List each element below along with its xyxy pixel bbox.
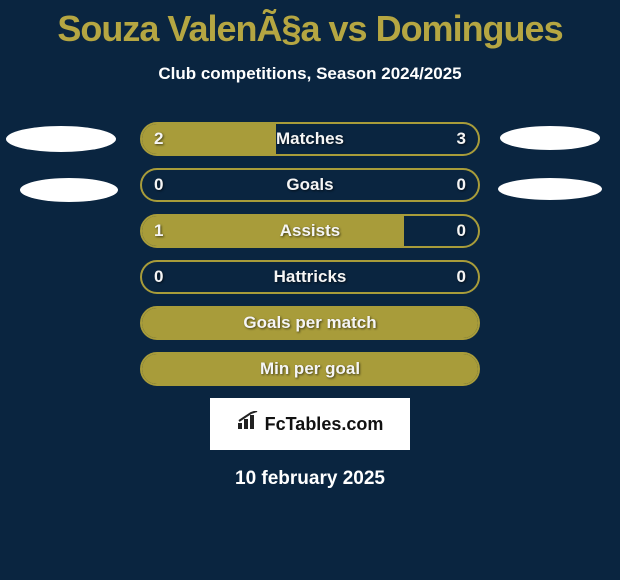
page-title: Souza ValenÃ§a vs Domingues xyxy=(0,8,620,50)
stat-value-left: 0 xyxy=(154,260,163,294)
stat-value-right: 0 xyxy=(457,168,466,202)
stat-row: Matches2 3 xyxy=(140,122,480,156)
stats-area: Matches23Goals00Assists10Hattricks00Goal… xyxy=(0,122,620,386)
stat-label: Min per goal xyxy=(140,352,480,386)
stat-row: Min per goal xyxy=(140,352,480,386)
watermark-badge: FcTables.com xyxy=(210,398,410,450)
footer-date: 10 february 2025 xyxy=(0,468,620,490)
stat-value-left: 1 xyxy=(154,214,163,248)
stat-value-right: 3 xyxy=(457,122,466,156)
stat-value-left: 0 xyxy=(154,168,163,202)
stat-value-left: 2 xyxy=(154,122,163,156)
stat-label: Matches xyxy=(140,122,480,156)
chart-icon xyxy=(237,411,261,437)
stat-row: Goals per match xyxy=(140,306,480,340)
watermark-text: FcTables.com xyxy=(265,414,384,435)
page-subtitle: Club competitions, Season 2024/2025 xyxy=(0,64,620,84)
stat-value-right: 0 xyxy=(457,214,466,248)
stat-row: Goals0 0 xyxy=(140,168,480,202)
stat-label: Hattricks xyxy=(140,260,480,294)
stat-label: Assists xyxy=(140,214,480,248)
stat-row: Assists1 0 xyxy=(140,214,480,248)
stat-row: Hattricks0 0 xyxy=(140,260,480,294)
stat-label: Goals xyxy=(140,168,480,202)
stat-value-right: 0 xyxy=(457,260,466,294)
stat-label: Goals per match xyxy=(140,306,480,340)
comparison-card: Souza ValenÃ§a vs Domingues Club competi… xyxy=(0,0,620,580)
